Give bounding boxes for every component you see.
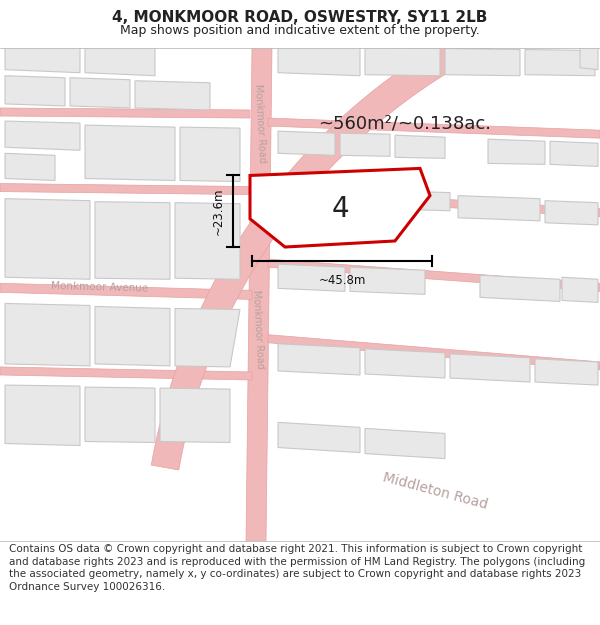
Text: Contains OS data © Crown copyright and database right 2021. This information is : Contains OS data © Crown copyright and d… — [9, 544, 585, 592]
Text: ~45.8m: ~45.8m — [319, 274, 365, 288]
Polygon shape — [5, 304, 90, 366]
Text: 4, MONKMOOR ROAD, OSWESTRY, SY11 2LB: 4, MONKMOOR ROAD, OSWESTRY, SY11 2LB — [112, 11, 488, 26]
Polygon shape — [246, 48, 272, 541]
Polygon shape — [175, 309, 240, 367]
Polygon shape — [95, 306, 170, 366]
Polygon shape — [580, 48, 598, 69]
Polygon shape — [85, 48, 155, 76]
Polygon shape — [350, 267, 425, 294]
Polygon shape — [488, 139, 545, 164]
Polygon shape — [0, 367, 252, 380]
Polygon shape — [85, 387, 155, 442]
Text: ~23.6m: ~23.6m — [212, 188, 225, 235]
Text: ~560m²/~0.138ac.: ~560m²/~0.138ac. — [319, 114, 491, 132]
Polygon shape — [525, 49, 595, 76]
Polygon shape — [5, 76, 65, 106]
Polygon shape — [380, 191, 450, 211]
Polygon shape — [535, 359, 598, 385]
Polygon shape — [278, 131, 335, 156]
Polygon shape — [445, 49, 520, 76]
Polygon shape — [340, 133, 390, 156]
Polygon shape — [5, 199, 90, 279]
Polygon shape — [268, 259, 600, 291]
Polygon shape — [5, 153, 55, 181]
Polygon shape — [175, 202, 240, 279]
Polygon shape — [365, 428, 445, 459]
Polygon shape — [268, 334, 600, 370]
Polygon shape — [278, 422, 360, 452]
Text: Monkmoor Avenue: Monkmoor Avenue — [52, 281, 149, 294]
Polygon shape — [160, 388, 230, 442]
Polygon shape — [562, 278, 598, 302]
Polygon shape — [278, 48, 360, 76]
Polygon shape — [458, 196, 540, 221]
Polygon shape — [278, 344, 360, 375]
Polygon shape — [0, 184, 250, 194]
Text: Monkmoor Road: Monkmoor Road — [253, 83, 267, 163]
Polygon shape — [0, 108, 250, 118]
Polygon shape — [550, 141, 598, 166]
Polygon shape — [180, 127, 240, 181]
Polygon shape — [250, 168, 430, 247]
Polygon shape — [278, 264, 345, 291]
Polygon shape — [135, 81, 210, 110]
Text: Middleton Road: Middleton Road — [381, 470, 489, 512]
Text: Map shows position and indicative extent of the property.: Map shows position and indicative extent… — [120, 24, 480, 37]
Polygon shape — [70, 78, 130, 108]
Text: Monkmoor Road: Monkmoor Road — [251, 290, 265, 369]
Polygon shape — [365, 349, 445, 378]
Polygon shape — [545, 201, 598, 225]
Polygon shape — [151, 0, 600, 470]
Text: 4: 4 — [331, 195, 349, 222]
Polygon shape — [85, 125, 175, 181]
Polygon shape — [395, 135, 445, 158]
Polygon shape — [0, 283, 252, 299]
Polygon shape — [268, 189, 600, 217]
Polygon shape — [5, 48, 80, 72]
Polygon shape — [365, 48, 440, 76]
Polygon shape — [268, 118, 600, 138]
Polygon shape — [480, 275, 560, 301]
Polygon shape — [5, 121, 80, 150]
Polygon shape — [5, 385, 80, 446]
Polygon shape — [450, 354, 530, 382]
Polygon shape — [95, 202, 170, 279]
